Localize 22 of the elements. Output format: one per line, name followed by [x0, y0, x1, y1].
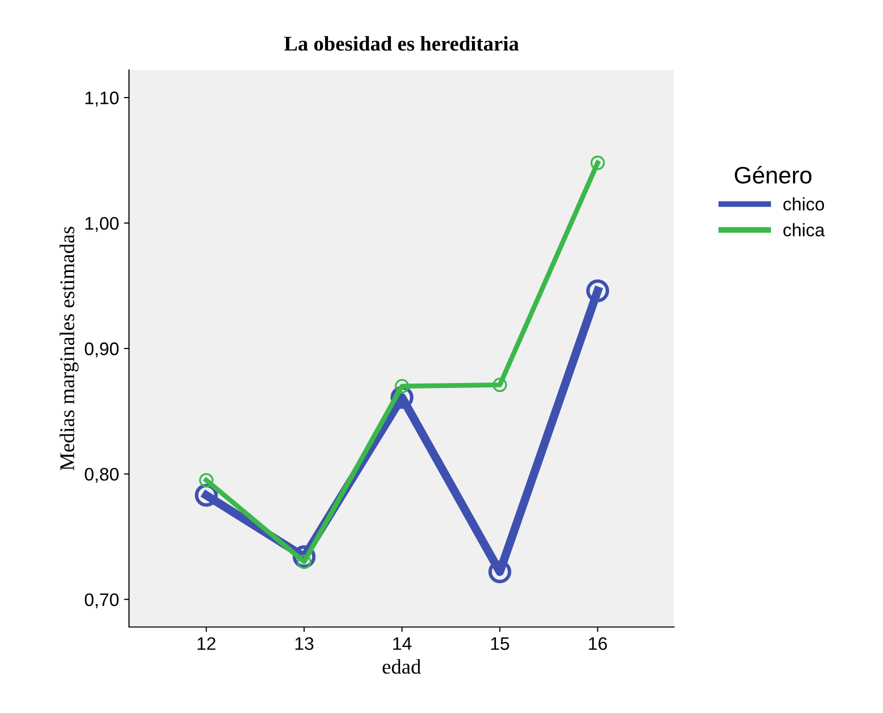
legend-label: chico [783, 197, 824, 211]
x-axis-title: edad [382, 659, 421, 674]
point [488, 560, 512, 584]
legend-label: chica [783, 223, 825, 236]
legend-title: Género [734, 166, 812, 184]
point [590, 156, 605, 170]
y-tick-label: 1,10 [86, 92, 119, 106]
chart-title: La obesidad es hereditaria [284, 36, 519, 51]
x-tick-label: 16 [589, 637, 607, 650]
y-tick-label: 0,90 [84, 342, 119, 358]
x-tick-label: 15 [491, 637, 510, 650]
x-tick-label: 13 [295, 637, 314, 650]
point [199, 473, 214, 488]
point [394, 378, 410, 394]
point [492, 378, 507, 392]
point [586, 279, 610, 302]
x-tick-label: 12 [198, 637, 216, 650]
x-tick-label: 14 [393, 637, 412, 650]
y-tick-label: 0,70 [84, 593, 119, 608]
y-tick-label: 1,00 [86, 216, 119, 232]
y-axis-title: Medias marginales estimadas [60, 226, 79, 470]
y-tick-label: 0,80 [84, 468, 119, 483]
